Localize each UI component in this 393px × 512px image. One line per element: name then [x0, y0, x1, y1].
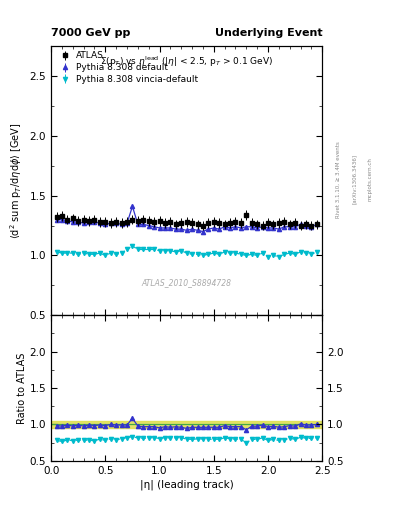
- Text: Rivet 3.1.10, ≥ 3.4M events: Rivet 3.1.10, ≥ 3.4M events: [336, 141, 341, 218]
- Legend: ATLAS, Pythia 8.308 default, Pythia 8.308 vincia-default: ATLAS, Pythia 8.308 default, Pythia 8.30…: [53, 48, 202, 88]
- Text: 7000 GeV pp: 7000 GeV pp: [51, 28, 130, 38]
- Y-axis label: $\langle$d$^2$ sum p$_T$/d$\eta$d$\phi\rangle$ [GeV]: $\langle$d$^2$ sum p$_T$/d$\eta$d$\phi\r…: [8, 122, 24, 239]
- Text: $\Sigma$(p$_T$) vs $\eta^{\rm lead}$ (|$\eta$| < 2.5, p$_T$ > 0.1 GeV): $\Sigma$(p$_T$) vs $\eta^{\rm lead}$ (|$…: [100, 54, 274, 69]
- Text: ATLAS_2010_S8894728: ATLAS_2010_S8894728: [141, 279, 232, 287]
- Text: Underlying Event: Underlying Event: [215, 28, 322, 38]
- Text: mcplots.cern.ch: mcplots.cern.ch: [367, 157, 373, 201]
- Text: [arXiv:1306.3436]: [arXiv:1306.3436]: [352, 154, 357, 204]
- X-axis label: |η| (leading track): |η| (leading track): [140, 480, 233, 490]
- Y-axis label: Ratio to ATLAS: Ratio to ATLAS: [17, 352, 27, 424]
